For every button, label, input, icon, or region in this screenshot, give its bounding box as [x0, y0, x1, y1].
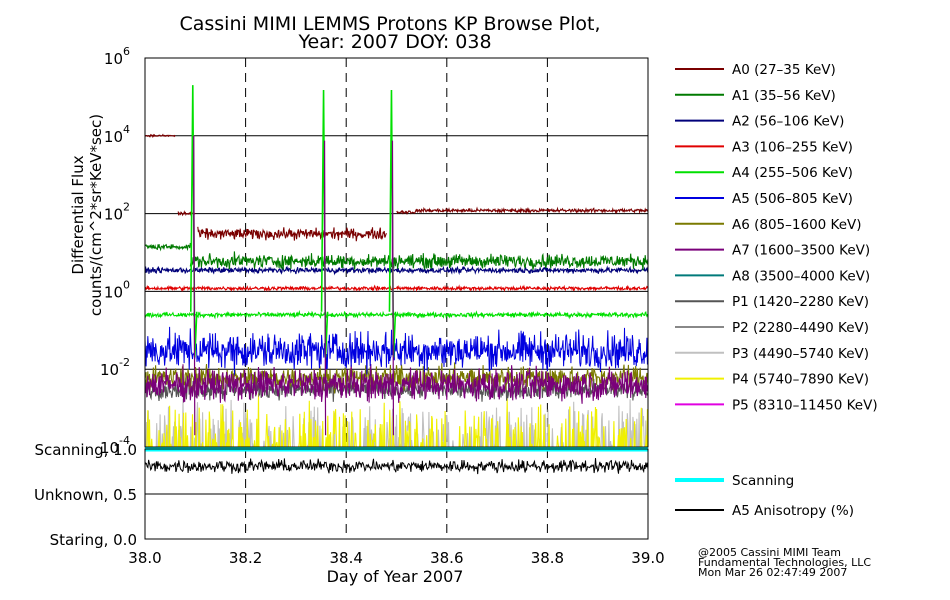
series-line [144, 326, 649, 375]
anisotropy-line [144, 458, 649, 475]
legend-secondary: Scanning A5 Anisotropy (%) [675, 473, 854, 519]
series-line [144, 242, 649, 271]
legend-label: A4 (255–506 KeV) [732, 165, 853, 181]
event-spike-a7 [391, 140, 395, 436]
legend-label: P4 (5740–7890 KeV) [732, 372, 869, 388]
anisotropy-panel-frame [144, 448, 649, 540]
legend-label: P3 (4490–5740 KeV) [732, 346, 869, 362]
event-spike-a7 [323, 140, 327, 436]
anisotropy-y-tick-label: Scanning, 1.0 [34, 441, 137, 459]
legend-label: Scanning [732, 473, 794, 489]
series-line [144, 363, 649, 404]
y-tick-label: 106 [104, 45, 130, 68]
x-tick-label: 38.4 [329, 549, 362, 567]
legend-label: A7 (1600–3500 KeV) [732, 243, 870, 259]
series-line [144, 284, 649, 293]
legend-label: A6 (805–1600 KeV) [732, 217, 862, 233]
x-tick-label: 38.0 [128, 549, 161, 567]
legend-label: P1 (1420–2280 KeV) [732, 294, 869, 310]
anisotropy-y-ticks: Scanning, 1.0 Unknown, 0.5 Staring, 0.0 [34, 441, 137, 549]
series-line [144, 265, 649, 276]
y-tick-label: 102 [104, 201, 130, 224]
x-tick-label: 39.0 [631, 549, 664, 567]
event-spike-a7 [193, 135, 196, 436]
x-axis-label: Day of Year 2007 [327, 567, 464, 586]
x-tick-label: 38.6 [430, 549, 463, 567]
x-tick-label: 38.2 [229, 549, 262, 567]
legend-label: A3 (106–255 KeV) [732, 139, 853, 155]
legend-label: A1 (35–56 KeV) [732, 88, 836, 104]
anisotropy-series-group [144, 446, 649, 475]
legend-label: A5 Anisotropy (%) [732, 503, 854, 519]
y-axis-units: counts/(cm^2*sr*KeV*sec) [87, 114, 105, 316]
series-line [144, 309, 649, 320]
legend-label: P2 (2280–4490 KeV) [732, 320, 869, 336]
chart-title: Cassini MIMI LEMMS Protons KP Browse Plo… [179, 13, 600, 35]
anisotropy-y-tick-label: Staring, 0.0 [50, 531, 137, 549]
legend-label: A8 (3500–4000 KeV) [732, 268, 870, 284]
series-line [144, 133, 649, 242]
y-tick-label: 100 [104, 278, 130, 301]
legend-label: A0 (27–35 KeV) [732, 62, 836, 78]
x-tick-label: 38.8 [531, 549, 564, 567]
footer-timestamp: Mon Mar 26 02:47:49 2007 [698, 566, 847, 579]
flux-grid [145, 58, 648, 447]
footer-company: Fundamental Technologies, LLC [698, 556, 871, 569]
flux-series-group [144, 85, 649, 450]
x-ticks: 38.0 38.2 38.4 38.6 38.8 39.0 [128, 549, 664, 567]
legend-label: A5 (506–805 KeV) [732, 191, 853, 207]
legend: A0 (27–35 KeV) A1 (35–56 KeV) A2 (56–106 K… [675, 62, 878, 413]
legend-label: P5 (8310–11450 KeV) [732, 397, 878, 413]
y-tick-label: 104 [104, 123, 130, 146]
anisotropy-y-tick-label: Unknown, 0.5 [34, 486, 137, 504]
legend-label: A2 (56–106 KeV) [732, 114, 844, 130]
y-tick-label: 10-2 [100, 356, 130, 379]
flux-panel-frame [144, 57, 649, 448]
chart-subtitle: Year: 2007 DOY: 038 [297, 31, 491, 53]
y-axis-label: Differential Flux [69, 155, 87, 274]
footer-copyright: @2005 Cassini MIMI Team [698, 546, 841, 559]
